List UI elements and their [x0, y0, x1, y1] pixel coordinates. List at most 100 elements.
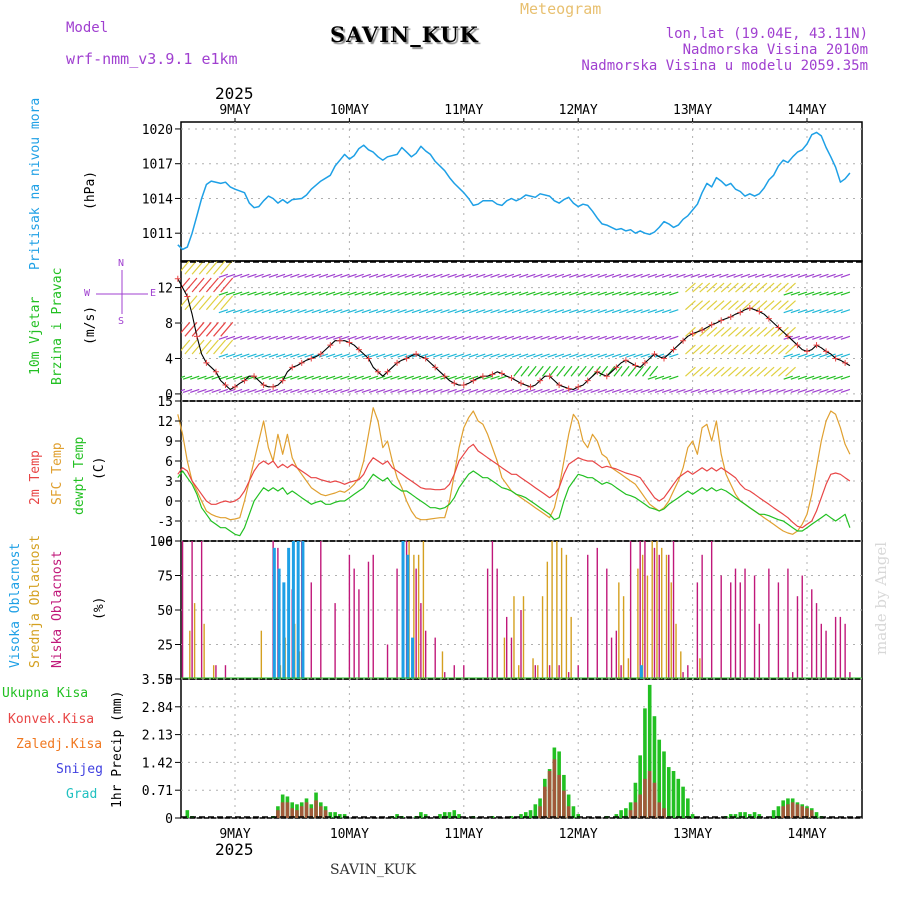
wind-arrow — [454, 375, 464, 380]
wind-arrow — [447, 375, 457, 380]
wind-arrow — [633, 273, 643, 278]
wind-arrow — [375, 309, 386, 314]
wind-arrow — [640, 291, 650, 296]
wind-arrow — [719, 388, 729, 394]
wind-arrow — [275, 375, 286, 380]
precip-bar-total — [509, 816, 514, 818]
wind-arrow — [692, 282, 704, 293]
wind-arrow — [611, 335, 622, 340]
wind-arrow — [340, 309, 350, 314]
wind-arrow — [333, 309, 343, 314]
wind-arrow — [640, 335, 650, 340]
wind-arrow — [561, 273, 572, 278]
precip-bar-total — [452, 810, 457, 818]
wind-arrow — [447, 388, 457, 394]
wind-arrow — [225, 375, 236, 380]
wind-arrow — [763, 300, 775, 311]
wind-arrow — [749, 366, 761, 377]
wind-arrow — [754, 388, 765, 394]
precip-bar-conv — [290, 808, 294, 818]
wind-arrow — [547, 335, 557, 340]
wind-arrow — [254, 309, 264, 314]
wind-arrow — [397, 375, 407, 380]
wind-arrow — [706, 300, 718, 311]
wind-arrow — [676, 388, 686, 394]
xtick-label-top: 12MAY — [559, 103, 598, 118]
wind-arrow — [283, 309, 293, 314]
xtick-label-top: 11MAY — [444, 103, 483, 118]
wind-arrow — [490, 291, 500, 296]
wind-arrow — [383, 309, 393, 314]
wind-arrow — [840, 273, 851, 278]
wind-arrow — [490, 375, 500, 380]
wind-arrow — [490, 335, 500, 340]
xtick-label-top: 13MAY — [673, 103, 712, 118]
wind-gust-marker — [603, 373, 610, 380]
wind-arrow — [404, 291, 414, 296]
wind-gust-marker — [575, 383, 582, 390]
wind-compass-icon — [96, 270, 148, 314]
wind-arrow — [181, 277, 191, 290]
wind-arrow — [634, 365, 644, 377]
wind-arrow — [426, 353, 436, 358]
wind-arrow — [833, 273, 843, 278]
ytick-label: 1011 — [142, 227, 173, 242]
wind-arrow — [812, 291, 822, 296]
wind-gust-marker — [441, 373, 448, 380]
wind-gust-marker — [422, 355, 429, 362]
wind-gust-marker — [794, 342, 801, 349]
wind-arrow — [311, 388, 321, 394]
wind-arrow — [368, 309, 379, 314]
wind-arrow — [426, 335, 436, 340]
wind-arrow — [785, 326, 796, 337]
wind-arrow — [354, 273, 364, 278]
wind-arrow — [756, 326, 768, 337]
wind-arrow — [261, 353, 271, 358]
wind-arrow — [569, 353, 579, 358]
wind-gust-marker — [651, 351, 658, 358]
wind-arrow — [826, 353, 836, 358]
wind-gust-marker — [375, 368, 381, 375]
wind-arrow — [218, 388, 229, 394]
model-name: wrf-nmm_v3.9.1 e1km — [66, 50, 238, 68]
wind-arrow — [804, 375, 815, 380]
wind-arrow — [368, 335, 379, 340]
precip-bar-total — [657, 739, 662, 818]
wind-gust-marker — [232, 383, 238, 390]
wind-arrow — [411, 335, 422, 340]
wind-arrow — [727, 300, 739, 311]
wind-arrow — [683, 388, 693, 394]
wind-arrow — [511, 273, 522, 278]
wind-arrow — [511, 309, 522, 314]
wind-arrow — [347, 273, 357, 278]
wind-arrow — [840, 335, 851, 340]
ytick-label: 1017 — [142, 158, 173, 173]
wind-arrow — [297, 309, 307, 314]
wind-arrow — [611, 273, 622, 278]
elevation-text: Nadmorska Visina 2010m — [682, 42, 868, 58]
precip-bar-total — [681, 786, 685, 818]
wind-arrow — [526, 273, 536, 278]
wind-arrow — [184, 321, 198, 337]
wind-gust-marker — [251, 373, 258, 380]
wind-arrow — [426, 375, 436, 380]
wind-arrow — [812, 335, 822, 340]
wind-gust-marker — [718, 317, 725, 324]
wind-arrow — [290, 335, 300, 340]
wind-arrow — [647, 273, 658, 278]
wind-gust-marker — [308, 355, 315, 362]
wind-arrow — [476, 291, 486, 296]
ytick-label: 1.42 — [142, 756, 173, 771]
wind-arrow — [390, 335, 400, 340]
wind-gust-marker — [394, 359, 401, 366]
precip-bar-total — [328, 812, 333, 818]
wind-arrow — [561, 388, 572, 394]
wind-arrow — [611, 309, 622, 314]
wind-arrow — [590, 273, 600, 278]
wind-arrow — [191, 321, 205, 337]
wind-arrow — [776, 388, 786, 394]
wind-arrow — [433, 388, 443, 394]
wind-arrow — [182, 375, 193, 380]
wind-arrow — [340, 375, 350, 380]
wind-arrow — [333, 388, 343, 394]
